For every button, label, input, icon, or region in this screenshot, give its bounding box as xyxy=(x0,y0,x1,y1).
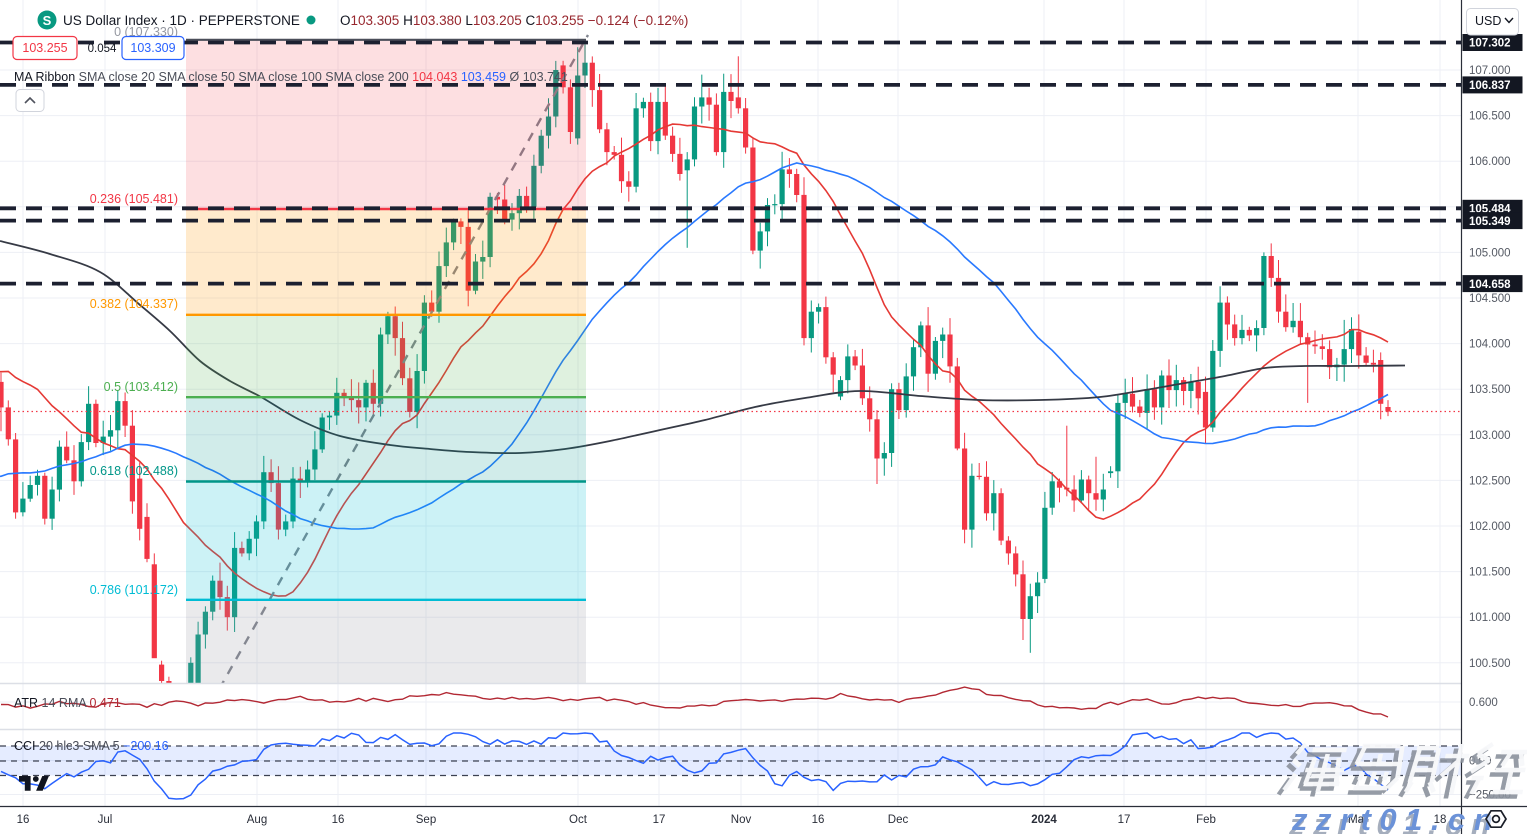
svg-text:102.500: 102.500 xyxy=(1469,475,1511,487)
svg-text:zzrt01.cn: zzrt01.cn xyxy=(1291,802,1501,834)
svg-text:16: 16 xyxy=(332,814,345,826)
svg-text:17: 17 xyxy=(1118,814,1131,826)
svg-text:S: S xyxy=(43,13,52,28)
svg-text:17: 17 xyxy=(653,814,666,826)
svg-text:0.382 (104.337): 0.382 (104.337) xyxy=(90,297,178,311)
svg-text:104.000: 104.000 xyxy=(1469,339,1511,351)
svg-text:MA Ribbon SMA close 20 SMA clo: MA Ribbon SMA close 20 SMA close 50 SMA … xyxy=(14,70,568,84)
svg-text:USD: USD xyxy=(1475,14,1501,28)
svg-text:0.786 (101.172): 0.786 (101.172) xyxy=(90,583,178,597)
svg-text:100.500: 100.500 xyxy=(1469,658,1511,670)
svg-text:Oct: Oct xyxy=(569,814,588,826)
svg-text:104.500: 104.500 xyxy=(1469,293,1511,305)
svg-text:104.658: 104.658 xyxy=(1469,279,1511,291)
svg-text:101.500: 101.500 xyxy=(1469,567,1511,579)
svg-text:106.837: 106.837 xyxy=(1469,80,1511,92)
svg-text:16: 16 xyxy=(17,814,30,826)
svg-text:Sep: Sep xyxy=(416,814,436,826)
svg-text:0 (107.330): 0 (107.330) xyxy=(114,25,178,39)
svg-text:18: 18 xyxy=(1434,814,1447,826)
svg-text:105.349: 105.349 xyxy=(1469,216,1511,228)
svg-text:Nov: Nov xyxy=(731,814,752,826)
svg-text:107.302: 107.302 xyxy=(1469,38,1511,50)
svg-text:0.236 (105.481): 0.236 (105.481) xyxy=(90,192,178,206)
svg-text:106.500: 106.500 xyxy=(1469,111,1511,123)
svg-text:Aug: Aug xyxy=(247,814,267,826)
svg-text:103.500: 103.500 xyxy=(1469,384,1511,396)
svg-text:103.255: 103.255 xyxy=(22,41,67,55)
svg-text:O103.305 H103.380 L103.205 C10: O103.305 H103.380 L103.205 C103.255 −0.1… xyxy=(340,13,688,28)
svg-text:0.054: 0.054 xyxy=(88,43,117,55)
svg-text:CCI 20 hlc3 SMA 5 −200.16: CCI 20 hlc3 SMA 5 −200.16 xyxy=(14,739,169,753)
svg-text:Jul: Jul xyxy=(98,814,113,826)
svg-text:zzrt01.cn: zzrt01.cn xyxy=(1288,807,1498,834)
svg-text:103.309: 103.309 xyxy=(130,41,175,55)
svg-text:Dec: Dec xyxy=(888,814,909,826)
svg-text:101.000: 101.000 xyxy=(1469,612,1511,624)
svg-text:107.000: 107.000 xyxy=(1469,65,1511,77)
svg-text:16: 16 xyxy=(812,814,825,826)
svg-text:ATR 14 RMA 0.471: ATR 14 RMA 0.471 xyxy=(14,696,121,710)
svg-text:2024: 2024 xyxy=(1031,814,1057,826)
svg-text:Mar: Mar xyxy=(1348,814,1368,826)
svg-text:103.000: 103.000 xyxy=(1469,430,1511,442)
svg-text:Feb: Feb xyxy=(1196,814,1216,826)
svg-text:106.000: 106.000 xyxy=(1469,156,1511,168)
svg-text:US Dollar Index · 1D · PEPPERS: US Dollar Index · 1D · PEPPERSTONE xyxy=(63,13,300,28)
svg-text:102.000: 102.000 xyxy=(1469,521,1511,533)
svg-text:105.000: 105.000 xyxy=(1469,247,1511,259)
svg-text:0.5 (103.412): 0.5 (103.412) xyxy=(104,380,178,394)
svg-text:0.600: 0.600 xyxy=(1469,697,1498,709)
svg-text:0.618 (102.488): 0.618 (102.488) xyxy=(90,464,178,478)
